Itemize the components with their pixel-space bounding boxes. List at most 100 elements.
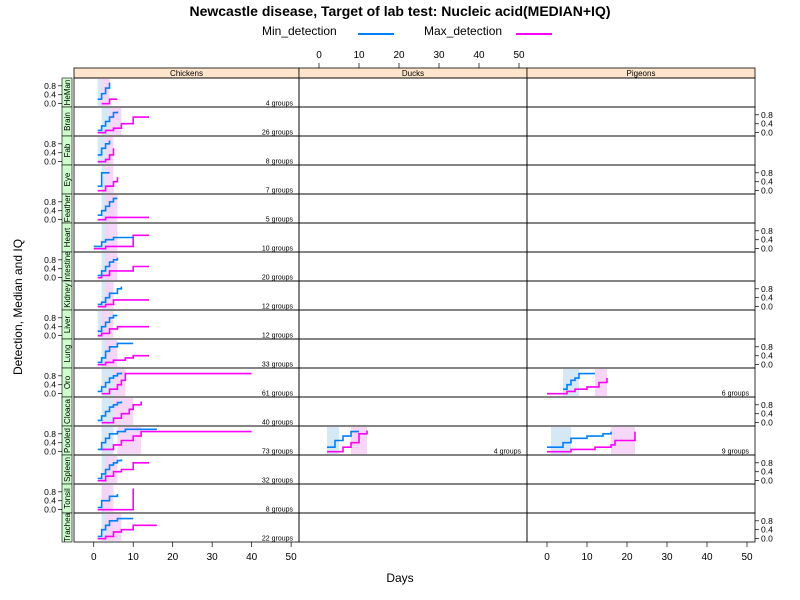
row-strip-15 xyxy=(61,512,73,543)
y-tick-label-3-2: 0.8 xyxy=(761,168,773,178)
iq-band-min-12 xyxy=(101,427,114,454)
y-tick-label-9-2: 0.8 xyxy=(761,342,773,352)
panel-2-1 xyxy=(298,135,528,166)
group-count-label-16: 4 groups xyxy=(494,449,522,456)
chart-title: Newcastle disease, Target of lab test: N… xyxy=(189,3,611,19)
min-detection-line-3 xyxy=(97,172,110,187)
group-count-label-6: 20 groups xyxy=(262,275,294,282)
min-detection-line-6 xyxy=(97,257,119,277)
max-detection-line-6 xyxy=(97,265,149,279)
row-strip-label-8: Liver xyxy=(63,315,72,333)
panel-5-1 xyxy=(298,222,528,253)
row-strip-label-10: Oro xyxy=(63,375,72,389)
max-detection-line-13 xyxy=(97,462,149,482)
group-count-label-5: 10 groups xyxy=(262,246,294,253)
iq-band-max-2 xyxy=(105,137,114,164)
y-tick-label-8-1: 0.4 xyxy=(44,322,56,332)
x-axis-label: Days xyxy=(386,571,414,585)
panel-8-2 xyxy=(526,309,756,340)
min-detection-line-15 xyxy=(97,517,134,538)
y-tick-label-3-0: 0.0 xyxy=(761,186,773,196)
min-detection-line-14 xyxy=(97,494,119,509)
y-tick-label-15-0: 0.0 xyxy=(761,534,773,544)
column-strip-label-0: Chickens xyxy=(170,69,203,78)
y-tick-label-7-2: 0.8 xyxy=(761,284,773,294)
min-detection-line-9 xyxy=(97,342,134,364)
x-tick-label-1-0: 0 xyxy=(316,50,322,61)
x-tick-label-2-3: 30 xyxy=(661,552,673,563)
y-tick-label-0-2: 0.8 xyxy=(44,81,56,91)
y-tick-label-3-1: 0.4 xyxy=(761,177,773,187)
legend-label-min: Min_detection xyxy=(262,24,337,38)
panel-0-1 xyxy=(298,77,528,108)
iq-band-min-3 xyxy=(101,166,106,193)
panel-13-1 xyxy=(298,454,528,485)
x-tick-label-1-2: 20 xyxy=(393,50,405,61)
y-tick-label-5-0: 0.0 xyxy=(761,244,773,254)
y-tick-label-1-2: 0.8 xyxy=(761,110,773,120)
y-axis-label: Detection, Median and IQ xyxy=(11,238,25,376)
y-tick-label-2-1: 0.4 xyxy=(44,148,56,158)
y-tick-label-0-1: 0.4 xyxy=(44,90,56,100)
max-detection-line-4 xyxy=(97,216,149,221)
column-strip-label-1: Ducks xyxy=(402,69,424,78)
row-strip-label-4: Feather xyxy=(63,194,72,222)
group-count-label-1: 26 groups xyxy=(262,130,294,137)
y-tick-label-12-2: 0.8 xyxy=(44,429,56,439)
panel-2-2 xyxy=(526,135,756,166)
group-count-label-17: 6 groups xyxy=(722,391,750,398)
y-tick-label-5-1: 0.4 xyxy=(761,235,773,245)
panel-8-1 xyxy=(298,309,528,340)
group-count-label-13: 32 groups xyxy=(262,478,294,485)
y-tick-label-4-0: 0.0 xyxy=(44,215,56,225)
y-tick-label-11-1: 0.4 xyxy=(761,409,773,419)
row-strip-label-5: Heart xyxy=(63,227,72,247)
y-tick-label-12-1: 0.4 xyxy=(44,438,56,448)
y-tick-label-7-0: 0.0 xyxy=(761,302,773,312)
group-count-label-2: 8 groups xyxy=(266,159,294,166)
max-detection-line-12 xyxy=(101,430,252,451)
min-detection-line-7 xyxy=(97,286,123,306)
y-tick-label-4-2: 0.8 xyxy=(44,197,56,207)
panel-15-2 xyxy=(526,512,756,543)
min-detection-line-4 xyxy=(97,197,118,216)
y-tick-label-14-2: 0.8 xyxy=(44,487,56,497)
y-tick-label-8-0: 0.0 xyxy=(44,331,56,341)
y-tick-label-13-0: 0.0 xyxy=(761,476,773,486)
x-tick-label-2-2: 20 xyxy=(621,552,633,563)
iq-band-max-4 xyxy=(105,195,118,222)
panel-1-1 xyxy=(298,106,528,137)
x-tick-label-0-2: 20 xyxy=(167,552,179,563)
iq-band-max-13 xyxy=(105,456,118,483)
y-tick-label-15-2: 0.8 xyxy=(761,516,773,526)
group-count-label-7: 12 groups xyxy=(262,304,294,311)
min-detection-line-13 xyxy=(97,459,123,480)
row-strip-label-15: Trachea xyxy=(63,512,72,542)
y-tick-label-5-2: 0.8 xyxy=(761,226,773,236)
min-detection-line-0 xyxy=(97,82,111,100)
iq-band-max-11 xyxy=(113,398,134,425)
row-strip-label-11: Cloaca xyxy=(63,399,72,424)
panel-15-1 xyxy=(298,512,528,543)
y-tick-label-15-1: 0.4 xyxy=(761,525,773,535)
y-tick-label-0-0: 0.0 xyxy=(44,99,56,109)
y-tick-label-8-2: 0.8 xyxy=(44,313,56,323)
max-detection-line-9 xyxy=(97,354,149,366)
iq-band-max-14 xyxy=(101,485,114,512)
panel-6-2 xyxy=(526,251,756,282)
x-tick-label-0-4: 40 xyxy=(246,552,258,563)
iq-band-max-9 xyxy=(105,340,118,367)
min-detection-line-8 xyxy=(97,314,118,332)
panel-3-2 xyxy=(526,164,756,195)
column-strip-label-2: Pigeons xyxy=(627,69,656,78)
row-strip-label-6: Intestine xyxy=(63,251,72,282)
iq-band-min-0 xyxy=(97,79,102,106)
x-tick-label-0-3: 30 xyxy=(207,552,219,563)
min-detection-line-12 xyxy=(97,428,157,451)
group-count-label-12: 73 groups xyxy=(262,449,294,456)
row-strip-label-7: Kidney xyxy=(63,283,72,307)
min-detection-line-5 xyxy=(93,236,134,248)
max-detection-line-3 xyxy=(97,177,119,192)
max-detection-line-15 xyxy=(97,524,157,540)
